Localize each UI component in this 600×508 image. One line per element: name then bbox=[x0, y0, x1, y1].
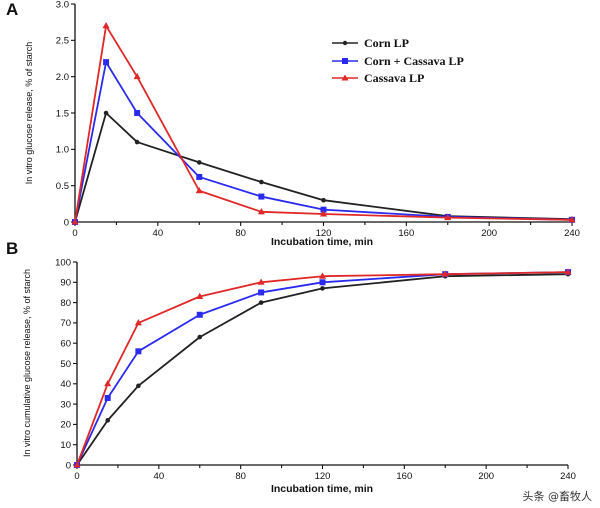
chart-a-x-tick-label: 40 bbox=[153, 228, 164, 239]
chart-b-point-corn-lp bbox=[197, 334, 203, 340]
chart-b-point-cassava-lp bbox=[104, 380, 112, 387]
chart-a-point-corn-cassava-lp bbox=[103, 59, 110, 66]
chart-b-point-corn-lp bbox=[258, 300, 264, 305]
chart-a-point-corn-lp bbox=[259, 179, 264, 185]
chart-a-point-corn-lp bbox=[321, 197, 326, 203]
chart-a-x-tick-label: 120 bbox=[316, 228, 332, 239]
chart-b-x-tick-label: 40 bbox=[154, 471, 165, 482]
chart-a-point-cassava-lp bbox=[257, 208, 265, 215]
chart-b-y-tick-label: 0 bbox=[66, 460, 71, 471]
chart-a-x-tick-label: 80 bbox=[235, 228, 246, 239]
chart-b-point-cassava-lp bbox=[441, 270, 449, 277]
chart-b-point-corn-lp bbox=[320, 286, 325, 291]
chart-b-point-cassava-lp bbox=[196, 292, 204, 300]
chart-b-point-corn-cassava-lp bbox=[319, 279, 326, 286]
chart-a-series-line-corn-lp bbox=[74, 112, 573, 223]
chart-b-x-tick-label: 160 bbox=[396, 471, 412, 482]
chart-b-y-tick-label: 50 bbox=[60, 359, 71, 370]
legend-label-cassava: Cassava LP bbox=[364, 71, 424, 85]
panel-label-a: A bbox=[6, 0, 18, 19]
chart-b-x-tick-label: 0 bbox=[74, 471, 79, 482]
legend-marker-cassava bbox=[341, 74, 349, 81]
legend-marker-corn-cassava bbox=[342, 58, 348, 64]
chart-a-series-line-corn-cassava-lp bbox=[74, 61, 573, 223]
panel-label-b: B bbox=[6, 239, 18, 258]
chart-a: 0 0.5 1.0 1.5 2.0 2.5 3.0 0 40 80 120 160 200 240 Inc… bbox=[24, 0, 580, 248]
chart-a-y-tick-label: 0.5 bbox=[56, 181, 69, 192]
chart-a-point-cassava-lp bbox=[102, 22, 110, 29]
chart-b-y-title: In vitro cumulative glucose release, % o… bbox=[22, 269, 32, 457]
chart-b-y-tick-label: 30 bbox=[60, 399, 71, 410]
chart-a-x-tick-label: 160 bbox=[398, 228, 414, 239]
chart-b-point-cassava-lp bbox=[257, 278, 265, 285]
chart-a-y-title: In vitro glucose release, % of starch bbox=[24, 42, 34, 185]
chart-b-point-cassava-lp bbox=[564, 268, 572, 275]
chart-b-y-tick-label: 60 bbox=[60, 339, 71, 350]
chart-b-x-tick-label: 120 bbox=[315, 471, 331, 482]
chart-b-series-line-corn-cassava-lp bbox=[76, 271, 569, 466]
chart-a-point-cassava-lp bbox=[133, 72, 141, 80]
chart-b-y-tick-label: 70 bbox=[60, 318, 71, 329]
watermark: 头条 @畜牧人 bbox=[523, 489, 593, 503]
chart-b-x-tick-label: 200 bbox=[478, 471, 494, 482]
chart-b-point-cassava-lp bbox=[134, 319, 142, 326]
chart-b-x-title: Incubation time, min bbox=[271, 483, 373, 495]
chart-b-y-tick-label: 20 bbox=[60, 420, 71, 431]
chart-a-y-tick-label: 1.0 bbox=[56, 145, 69, 156]
chart-b-x-tick-label: 240 bbox=[560, 471, 576, 482]
chart-b-y-tick-label: 10 bbox=[60, 440, 71, 451]
chart-a-y-tick-label: 3.0 bbox=[56, 0, 69, 10]
chart-b-y-tick-label: 90 bbox=[60, 278, 71, 289]
chart-a-series-line-cassava-lp bbox=[74, 24, 573, 223]
chart-a-point-corn-lp bbox=[134, 139, 140, 145]
chart-b-series-line-cassava-lp bbox=[76, 271, 569, 466]
chart-b-x-tick-label: 80 bbox=[235, 471, 246, 482]
chart-b-y-tick-label: 100 bbox=[55, 257, 71, 268]
chart-a-point-corn-cassava-lp bbox=[258, 193, 265, 200]
chart-b-y-tick-label: 80 bbox=[60, 298, 71, 309]
chart-a-x-title: Incubation time, min bbox=[271, 236, 373, 248]
chart-a-y-tick-label: 2.5 bbox=[56, 36, 69, 47]
chart-a-point-cassava-lp bbox=[195, 186, 203, 194]
chart-a-point-cassava-lp bbox=[320, 210, 327, 217]
legend-label-corn-cassava: Corn + Cassava LP bbox=[364, 54, 464, 68]
chart-a-point-corn-lp bbox=[196, 160, 202, 165]
chart-a-point-cassava-lp bbox=[71, 218, 79, 225]
chart-a-point-corn-cassava-lp bbox=[134, 110, 141, 116]
chart-a-legend: Corn LP Corn + Cassava LP Cassava LP bbox=[332, 36, 464, 85]
chart-b-point-cassava-lp bbox=[73, 461, 81, 468]
chart-a-y-tick-label: 1.5 bbox=[56, 108, 69, 119]
chart-b-point-cassava-lp bbox=[319, 272, 326, 279]
chart-a-x-tick-label: 200 bbox=[481, 228, 497, 239]
legend-marker-corn bbox=[342, 40, 348, 46]
legend-label-corn: Corn LP bbox=[364, 36, 409, 50]
chart-a-y-tick-label: 2.0 bbox=[56, 72, 69, 83]
chart-a-point-corn-cassava-lp bbox=[320, 206, 327, 213]
chart-a-point-cassava-lp bbox=[568, 216, 576, 223]
chart-b-point-corn-cassava-lp bbox=[104, 395, 111, 402]
chart-b-point-corn-lp bbox=[136, 383, 141, 389]
chart-b-point-corn-lp bbox=[105, 418, 110, 423]
chart-a-point-corn-lp bbox=[103, 110, 109, 116]
chart-b-point-corn-cassava-lp bbox=[135, 348, 142, 355]
chart-a-x-tick-label: 240 bbox=[564, 228, 580, 239]
chart-b-y-tick-label: 40 bbox=[60, 379, 71, 390]
chart-a-x-tick-label: 0 bbox=[72, 228, 77, 239]
chart-a-point-corn-cassava-lp bbox=[196, 173, 203, 180]
chart-b-series-line-corn-lp bbox=[76, 273, 569, 466]
chart-b-point-corn-cassava-lp bbox=[196, 311, 203, 318]
chart-b-point-corn-cassava-lp bbox=[258, 289, 265, 296]
chart-a-point-cassava-lp bbox=[444, 213, 452, 221]
chart-a-y-tick-label: 0 bbox=[64, 217, 69, 228]
